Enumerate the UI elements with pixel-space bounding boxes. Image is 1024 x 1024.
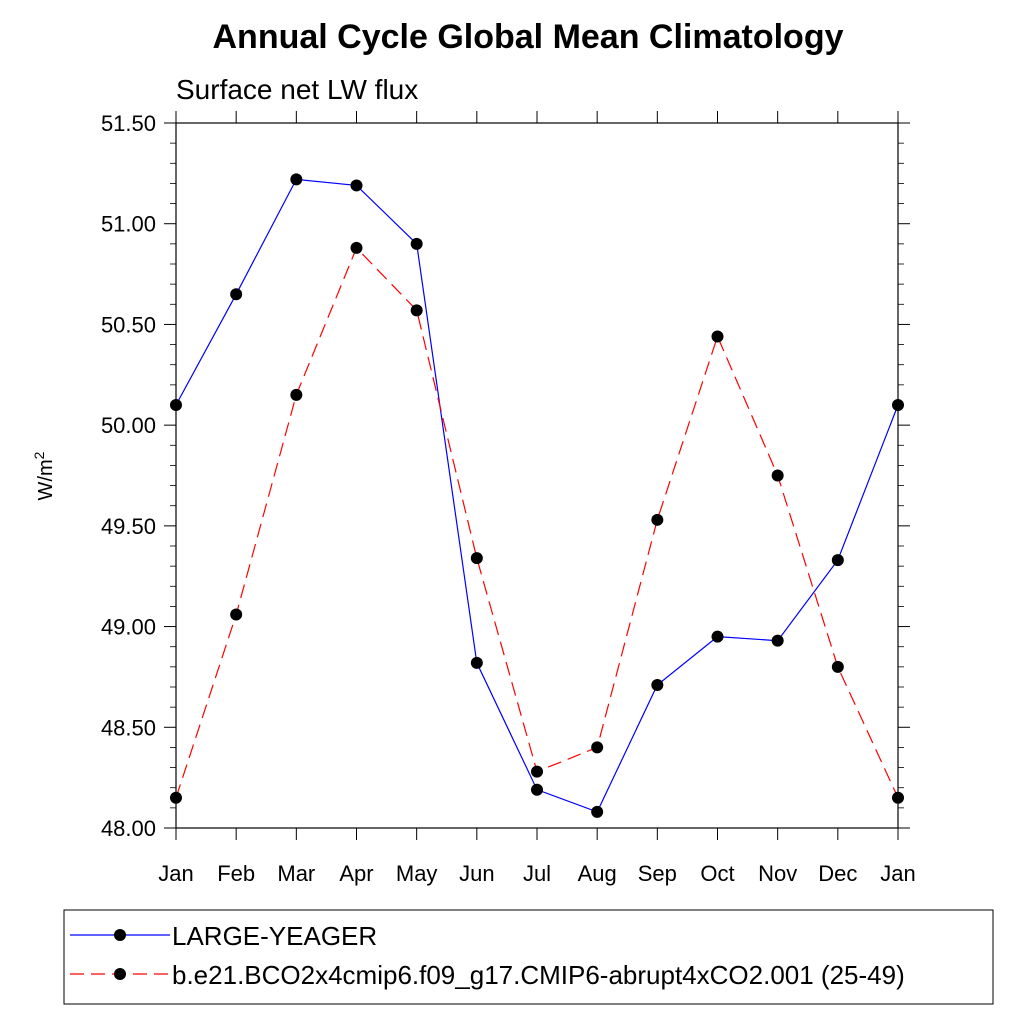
series-1-point <box>591 805 604 818</box>
x-tick-label: Apr <box>339 861 373 886</box>
series-1-point <box>531 783 543 796</box>
x-tick-label: Jan <box>880 861 915 886</box>
y-axis: 48.00 48.50 49.00 49.50 50.00 50.50 51.00 51.50 <box>101 111 910 841</box>
series-1-point <box>230 288 243 301</box>
legend: LARGE-YEAGER b.e21.BCO2x4cmip6.f09_g17.C… <box>63 909 994 1005</box>
series-2-point <box>771 469 784 482</box>
series-line-1 <box>175 178 899 813</box>
series-1-point <box>892 399 904 411</box>
y-tick-label: 49.50 <box>101 514 156 539</box>
y-axis-label-text: W/m <box>35 459 57 500</box>
series-2-point <box>410 304 423 317</box>
x-tick-label: Dec <box>818 861 857 886</box>
series-2-point <box>470 552 483 565</box>
series-2-point <box>531 765 543 778</box>
y-tick-label: 48.50 <box>101 715 156 740</box>
series-1-point <box>350 179 363 192</box>
y-tick-label: 49.00 <box>101 615 156 640</box>
series-1-point <box>711 630 724 643</box>
x-tick-label: Sep <box>638 861 677 886</box>
series-2-point <box>290 388 303 401</box>
plot-area <box>175 122 899 829</box>
series-2-point <box>591 741 604 754</box>
series-1-point <box>470 656 483 669</box>
legend-marker-series-2 <box>114 968 126 980</box>
plot-border <box>175 122 899 829</box>
series-2-point <box>711 330 724 343</box>
x-tick-label: Aug <box>578 861 617 886</box>
series-2-point <box>651 513 664 526</box>
series-1-point <box>290 173 303 186</box>
series-2-point <box>831 660 844 673</box>
series-1-point <box>831 554 844 567</box>
series-line-2 <box>175 246 899 799</box>
x-tick-label: Jul <box>523 861 551 886</box>
chart-title: Annual Cycle Global Mean Climatology <box>213 18 844 56</box>
series-2-point <box>892 791 904 804</box>
y-tick-label: 50.00 <box>101 413 156 438</box>
y-tick-label: 48.00 <box>101 816 156 841</box>
y-tick-label: 51.00 <box>101 212 156 237</box>
y-tick-label: 50.50 <box>101 312 156 337</box>
series-1-point <box>410 237 423 250</box>
chart-subtitle: Surface net LW flux <box>176 74 418 105</box>
y-tick-label: 51.50 <box>101 111 156 136</box>
legend-label-series-2: b.e21.BCO2x4cmip6.f09_g17.CMIP6-abrupt4x… <box>172 960 905 990</box>
x-tick-label: Feb <box>217 861 255 886</box>
series-layer <box>170 173 904 818</box>
y-axis-label: W/m2 <box>31 451 57 500</box>
y-axis-label-superscript: 2 <box>31 451 47 459</box>
series-2-point <box>350 241 363 254</box>
series-1-point <box>771 634 784 647</box>
x-tick-label: Oct <box>700 861 734 886</box>
x-tick-label: Jun <box>459 861 494 886</box>
series-2-point <box>230 608 243 621</box>
x-tick-label: Mar <box>277 861 315 886</box>
series-1-point <box>170 399 182 411</box>
x-tick-label: Jan <box>158 861 193 886</box>
legend-label-series-1: LARGE-YEAGER <box>172 921 377 951</box>
series-1-point <box>651 678 664 691</box>
x-tick-label: Nov <box>758 861 797 886</box>
series-2-point <box>170 791 182 804</box>
legend-box <box>63 909 994 1005</box>
legend-marker-series-1 <box>114 929 126 941</box>
x-tick-label: May <box>396 861 438 886</box>
x-axis: Jan Feb Mar Apr May Jun Jul Aug Sep Oct Nov Dec Jan <box>158 111 916 886</box>
